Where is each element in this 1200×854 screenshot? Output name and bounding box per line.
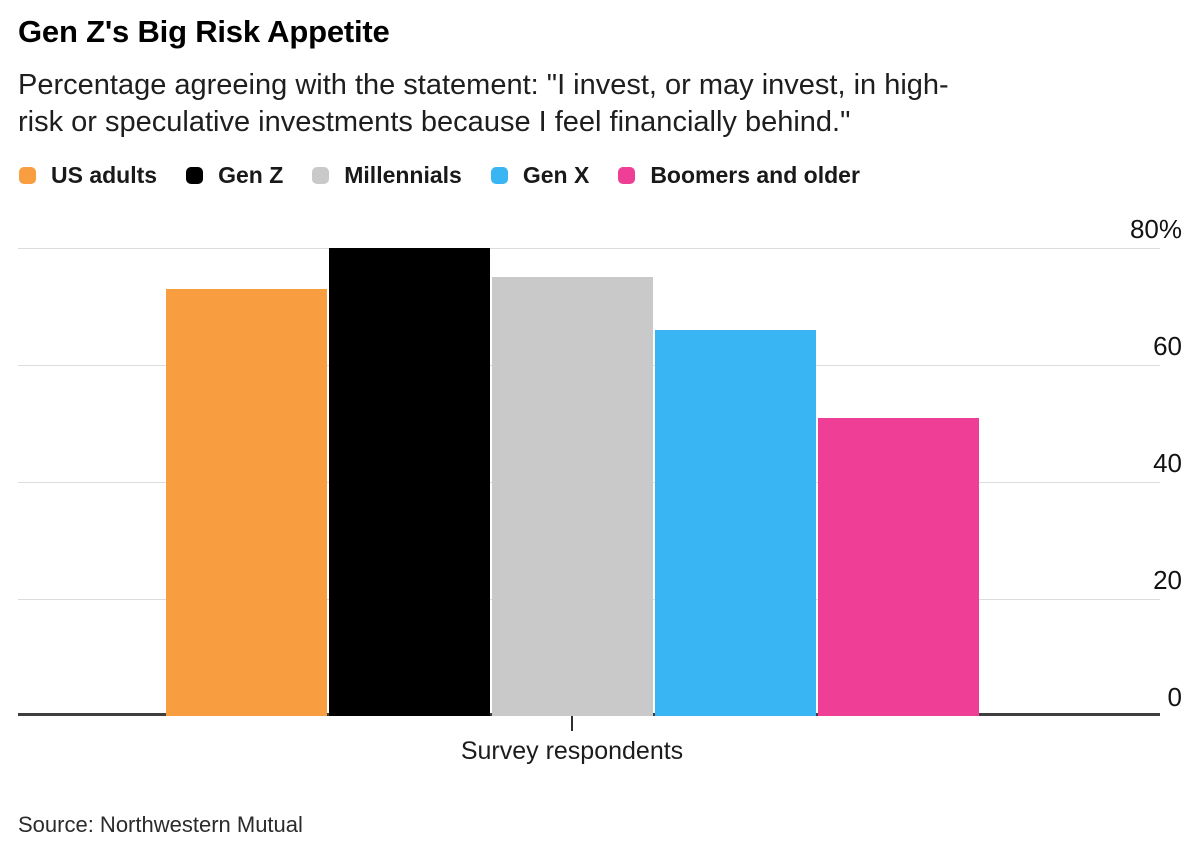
- legend-item-gen-z: Gen Z: [186, 162, 283, 189]
- legend-swatch-gen-x: [490, 167, 508, 184]
- legend-swatch-us-adults: [19, 167, 36, 184]
- y-axis-tick-label-20: 20: [1153, 565, 1182, 595]
- legend-item-gen-x: Gen X: [490, 162, 590, 189]
- legend-label: US adults: [51, 162, 158, 188]
- legend-item-boomers: Boomers and older: [618, 162, 860, 189]
- y-axis-tick-label-40: 40: [1153, 448, 1182, 478]
- bar-boomers: [818, 417, 979, 716]
- legend-label: Boomers and older: [650, 162, 860, 188]
- legend-swatch-boomers: [618, 167, 636, 184]
- chart-subtitle: Percentage agreeing with the statement: …: [18, 67, 1178, 141]
- gridline-80: [18, 248, 1160, 249]
- bar-us-adults: [166, 288, 327, 716]
- chart-subtitle-line-2: risk or speculative investments because …: [18, 106, 851, 138]
- y-axis-tick-label-80: 80%: [1129, 214, 1182, 244]
- legend-item-us-adults: US adults: [19, 162, 157, 189]
- plot-area: [18, 248, 1160, 716]
- bar-gen-x: [655, 329, 816, 716]
- legend: US adults Gen Z Millennials Gen X Boomer…: [19, 162, 860, 189]
- legend-swatch-gen-z: [186, 167, 204, 184]
- legend-label: Millennials: [344, 162, 462, 188]
- source-note: Source: Northwestern Mutual: [18, 812, 303, 837]
- legend-label: Gen X: [522, 162, 590, 188]
- bar-gen-z: [329, 248, 490, 716]
- bar-millennials: [492, 277, 653, 716]
- legend-label: Gen Z: [218, 162, 284, 188]
- page-title: Gen Z's Big Risk Appetite: [18, 14, 390, 49]
- legend-item-millennials: Millennials: [312, 162, 462, 189]
- y-axis-tick-label-60: 60: [1153, 331, 1182, 361]
- x-axis-label: Survey respondents: [460, 737, 684, 765]
- x-axis-tick: [571, 716, 573, 731]
- y-axis-tick-label-0: 0: [1167, 682, 1182, 712]
- chart-subtitle-line-1: Percentage agreeing with the statement: …: [18, 69, 949, 101]
- legend-swatch-millennials: [312, 167, 330, 184]
